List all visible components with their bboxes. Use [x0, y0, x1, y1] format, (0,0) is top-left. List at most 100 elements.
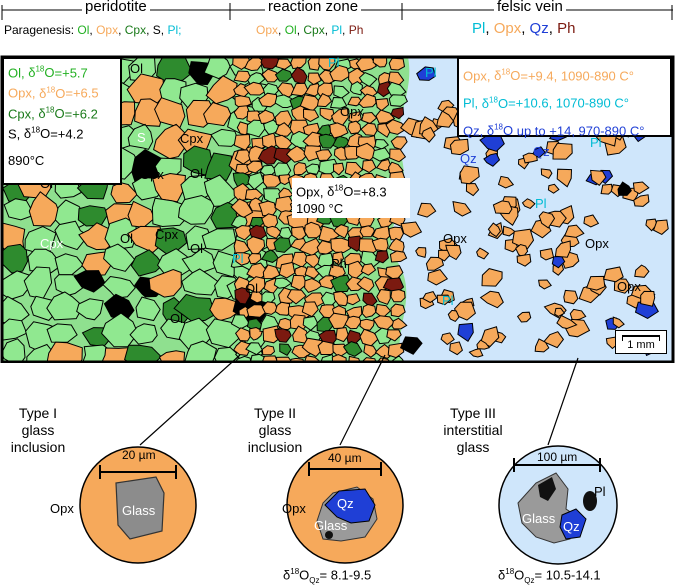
inclusion-1-host: Opx — [50, 501, 74, 516]
olivine-grain — [101, 312, 139, 348]
peridotite-isotope-line: Ol, δ18O=+5.7 — [8, 65, 88, 81]
map-label-pl: Pl — [590, 135, 602, 150]
orthopyroxene-grain — [356, 276, 375, 293]
phlogopite-grain — [274, 328, 292, 343]
olivine-grain — [102, 275, 136, 299]
sulfide-grain — [617, 181, 632, 196]
mineral-token: , — [342, 23, 349, 37]
orthopyroxene-grain — [333, 290, 350, 307]
mineral-token: Pl; — [167, 23, 182, 37]
orthopyroxene-grain — [234, 224, 252, 241]
orthopyroxene-grain — [476, 339, 491, 350]
orthopyroxene-grain — [286, 289, 307, 305]
orthopyroxene-grain — [46, 341, 83, 362]
clinopyroxene-grain — [77, 205, 108, 227]
orthopyroxene-grain — [417, 202, 437, 218]
scale-bar: 1 mm — [615, 330, 667, 354]
peridotite-minerals: Ol, Opx, Cpx, S, Pl; — [77, 23, 181, 37]
clinopyroxene-grain — [182, 145, 214, 176]
clinopyroxene-grain — [274, 68, 294, 82]
orthopyroxene-grain — [318, 57, 336, 71]
orthopyroxene-grain — [290, 82, 310, 97]
orthopyroxene-grain — [449, 341, 463, 356]
olivine-grain — [210, 128, 239, 147]
vein-minerals: Pl, Opx, Qz, Ph — [472, 20, 575, 37]
map-label-opx: Opx — [585, 236, 609, 251]
olivine-grain — [274, 94, 296, 108]
mineral-token: , — [118, 23, 125, 37]
phlogopite-grain — [374, 250, 389, 264]
orthopyroxene-grain — [563, 289, 579, 305]
mineral-token: , — [324, 23, 332, 37]
olivine-grain — [2, 338, 26, 362]
orthopyroxene-grain — [447, 309, 460, 323]
orthopyroxene-grain — [534, 338, 550, 353]
orthopyroxene-grain — [234, 327, 251, 342]
inclusion-3-qz: Qz — [563, 519, 580, 534]
clinopyroxene-grain — [330, 274, 352, 293]
orthopyroxene-grain — [232, 57, 252, 70]
orthopyroxene-grain — [556, 314, 578, 330]
map-label-ph: Ph — [331, 256, 347, 271]
orthopyroxene-grain — [547, 183, 560, 194]
inclusion-2-qz: Qz — [337, 496, 354, 511]
orthopyroxene-grain — [521, 198, 536, 209]
orthopyroxene-grain — [233, 133, 251, 151]
orthopyroxene-grain — [539, 248, 555, 261]
orthopyroxene-grain — [436, 294, 452, 306]
reaction-delta: δ18O — [327, 184, 354, 200]
mineral-token: , — [521, 20, 530, 37]
peridotite-isotope-lines: Ol, δ18O=+5.7 Opx, δ18O=+6.5 Cpx, δ18O=+6.… — [8, 61, 116, 142]
orthopyroxene-grain — [479, 326, 500, 348]
orthopyroxene-grain — [247, 252, 262, 265]
orthopyroxene-grain — [330, 237, 351, 254]
orthopyroxene-grain — [359, 318, 375, 331]
orthopyroxene-grain — [246, 160, 264, 174]
orthopyroxene-grain — [538, 211, 556, 229]
mineral-token: Opx — [493, 20, 522, 37]
orthopyroxene-grain — [278, 261, 296, 279]
quartz-grain — [483, 152, 501, 167]
orthopyroxene-grain — [244, 57, 263, 72]
mineral-token: Pl — [472, 20, 486, 37]
olivine-grain — [388, 94, 409, 107]
map-label-pl: Pl — [328, 55, 340, 70]
olivine-grain — [46, 323, 78, 343]
vein-isotope-box: Opx, δ18O=+9.4, 1090-890 C° Pl, δ18O=+10.… — [457, 57, 672, 138]
orthopyroxene-grain — [552, 142, 573, 160]
mineral-token: Ph — [348, 23, 364, 37]
orthopyroxene-grain — [400, 221, 423, 238]
mineral-token: Pl — [331, 23, 343, 37]
orthopyroxene-grain — [361, 303, 377, 319]
orthopyroxene-grain — [299, 94, 322, 112]
orthopyroxene-grain — [556, 168, 573, 188]
orthopyroxene-grain — [422, 291, 438, 304]
orthopyroxene-grain — [346, 293, 361, 306]
orthopyroxene-grain — [278, 174, 293, 186]
orthopyroxene-grain — [243, 81, 266, 96]
orthopyroxene-grain — [563, 224, 585, 238]
olivine-grain — [201, 228, 237, 251]
olivine-grain — [392, 355, 405, 362]
orthopyroxene-grain — [386, 329, 402, 342]
zone-title-reaction: reaction zone — [265, 0, 362, 15]
mineral-token: , — [160, 23, 168, 37]
inclusion-3-delta: δ18OQz= 10.5-14.1 — [498, 567, 601, 585]
inclusion-2-host: Opx — [282, 501, 306, 516]
orthopyroxene-grain — [233, 340, 252, 356]
reaction-value: =+8.3 — [353, 184, 387, 200]
reaction-temperature: 1090 °C — [296, 201, 344, 217]
orthopyroxene-grain — [583, 214, 600, 228]
orthopyroxene-grain — [511, 228, 535, 250]
olivine-grain — [181, 268, 220, 296]
mineral-token: , — [146, 23, 153, 37]
map-label-pl: Pl — [535, 196, 547, 211]
map-label-ol: Ol — [120, 231, 133, 246]
map-label-qz: Qz — [533, 144, 550, 159]
olivine-grain — [372, 147, 392, 162]
peridotite-isotope-box: Ol, δ18O=+5.7 Opx, δ18O=+6.5 Cpx, δ18O=+6.… — [2, 57, 122, 185]
orthopyroxene-grain — [301, 301, 319, 318]
orthopyroxene-grain — [502, 225, 516, 237]
map-label-cpx: Cpx — [180, 131, 204, 146]
inclusion-1-title: Type I glass inclusion — [10, 405, 66, 455]
